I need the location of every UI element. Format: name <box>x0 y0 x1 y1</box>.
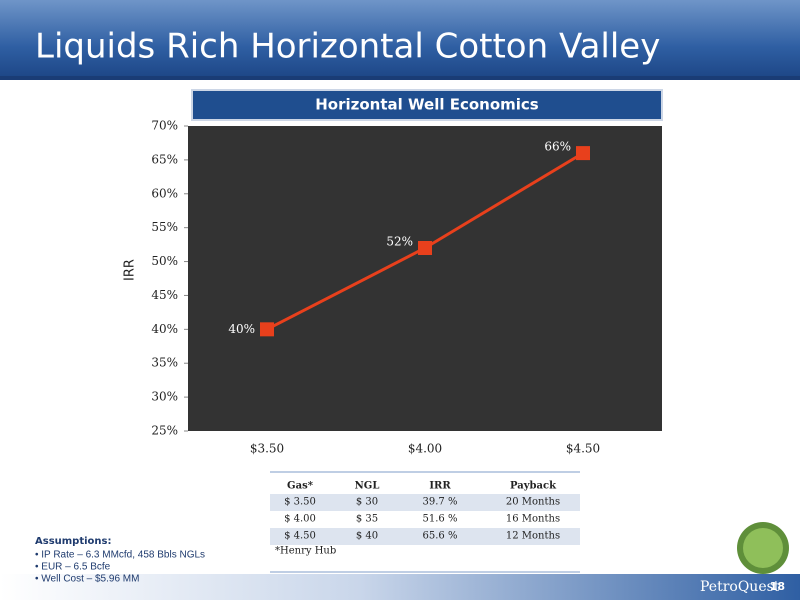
marker <box>576 146 590 161</box>
table-cell: $ 4.50 <box>284 531 316 542</box>
y-tick-label: 65% <box>151 152 178 166</box>
table-header: NGL <box>355 481 380 492</box>
x-tick-label: $4.50 <box>566 442 600 456</box>
y-tick-label: 70% <box>151 119 178 133</box>
table-header: Payback <box>510 481 557 492</box>
plot-area <box>188 126 662 431</box>
assumptions: • IP Rate – 6.3 MMcfd, 458 Bbls NGLs• EU… <box>35 550 205 585</box>
table-cell: 12 Months <box>506 531 560 542</box>
y-tick-label: 60% <box>151 186 178 200</box>
assumption-item: • Well Cost – $5.96 MM <box>35 574 139 585</box>
data-label: 66% <box>544 140 571 154</box>
table-cell: 39.7 % <box>423 497 458 508</box>
chart-title-box <box>191 89 663 121</box>
header-bar <box>0 0 800 78</box>
table-cell: 20 Months <box>506 497 560 508</box>
table-row-bg <box>270 528 580 545</box>
table-cell: $ 40 <box>356 531 378 542</box>
y-axis-label: IRR <box>123 259 138 281</box>
x-tick-label: $4.00 <box>408 442 442 456</box>
table-cell: $ 30 <box>356 497 378 508</box>
slide-title: Liquids Rich Horizontal Cotton Valley <box>35 27 660 67</box>
table-cell: $ 4.00 <box>284 514 316 525</box>
assumptions-title: Assumptions: <box>35 536 112 547</box>
table-header: Gas* <box>287 481 314 492</box>
marker <box>418 241 432 255</box>
table-cell: 51.6 % <box>423 514 458 525</box>
y-tick-label: 25% <box>151 424 178 438</box>
assumption-item: • IP Rate – 6.3 MMcfd, 458 Bbls NGLs <box>35 550 205 561</box>
table-row-bg <box>270 494 580 511</box>
table: Gas* NGL IRR Payback $ 3.50 $ 30 39.7 % 20 Mont… <box>270 481 580 557</box>
page-number: 18 <box>770 580 785 593</box>
y-tick-label: 50% <box>151 254 178 268</box>
data-label: 52% <box>386 235 413 249</box>
assumption-item: • EUR – 6.5 Bcfe <box>35 562 111 573</box>
table-cell: $ 3.50 <box>284 497 316 508</box>
y-tick-label: 40% <box>151 322 178 336</box>
chart-title: Horizontal Well Economics <box>315 96 539 114</box>
y-tick-label: 55% <box>151 220 178 234</box>
y-tick-label: 35% <box>151 356 178 370</box>
table-cell: $ 35 <box>356 514 378 525</box>
y-tick-label: 45% <box>151 288 178 302</box>
table-header: IRR <box>429 481 451 492</box>
table-cell: 16 Months <box>506 514 560 525</box>
y-tick-label: 30% <box>151 390 178 404</box>
x-tick-label: $3.50 <box>250 442 284 456</box>
table-footnote: *Henry Hub <box>275 546 336 557</box>
data-label: 40% <box>228 322 255 336</box>
footer-bar <box>0 574 800 600</box>
header-rule <box>0 76 800 80</box>
marker <box>260 322 274 337</box>
table-cell: 65.6 % <box>423 531 458 542</box>
logo-icon-inner <box>743 528 783 568</box>
logo-text: PetroQuest <box>700 579 780 595</box>
